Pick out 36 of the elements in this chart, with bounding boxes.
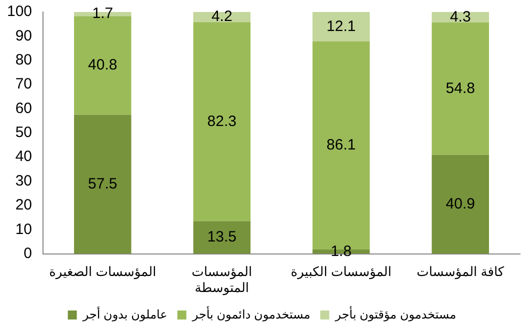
- x-tick-label: المؤسسات الكبيرة: [290, 264, 392, 280]
- bar: [74, 114, 132, 254]
- data-label: 86.1: [326, 136, 356, 154]
- y-tick-label: 50: [15, 124, 32, 142]
- data-label: 13.5: [207, 228, 236, 246]
- y-tick-label: 0: [24, 244, 32, 262]
- y-tick-label: 30: [15, 172, 32, 190]
- x-tick-label: المؤسسات الصغيرة: [49, 264, 156, 280]
- data-label: 4.2: [211, 8, 232, 26]
- bar: [432, 22, 489, 155]
- y-tick-label: 60: [15, 100, 32, 117]
- y-tick-label: 40: [15, 148, 32, 166]
- x-tick-label: كافة المؤسسات: [416, 264, 505, 280]
- data-label: 82.3: [207, 112, 236, 130]
- y-tick-label: 20: [15, 196, 32, 214]
- data-label: 40.9: [446, 195, 475, 212]
- y-tick-label: 80: [15, 52, 32, 68]
- legend-label: مستخدمون دائمون بأجر: [191, 305, 310, 322]
- legend-label: عاملون بدون أجر: [82, 306, 168, 322]
- bar: [432, 154, 489, 254]
- x-tick-label: المؤسسات المتوسطة: [192, 264, 252, 296]
- data-label: 57.5: [88, 175, 118, 192]
- y-tick-label: 70: [15, 76, 32, 93]
- y-tick-label: 10: [15, 220, 32, 238]
- data-label: 1.7: [92, 5, 114, 22]
- y-tick-label: 100: [6, 3, 32, 20]
- data-label: 54.8: [446, 80, 475, 97]
- bar: [312, 12, 370, 42]
- data-label: 12.1: [326, 18, 356, 35]
- legend-label: مستخدمون مؤقتون بأجر: [334, 305, 456, 322]
- bar: [193, 221, 251, 254]
- data-label: 40.8: [88, 56, 118, 74]
- bar: [193, 22, 251, 222]
- y-tick-label: 90: [15, 27, 32, 44]
- bar: [74, 16, 132, 115]
- data-label: 4.3: [450, 8, 471, 26]
